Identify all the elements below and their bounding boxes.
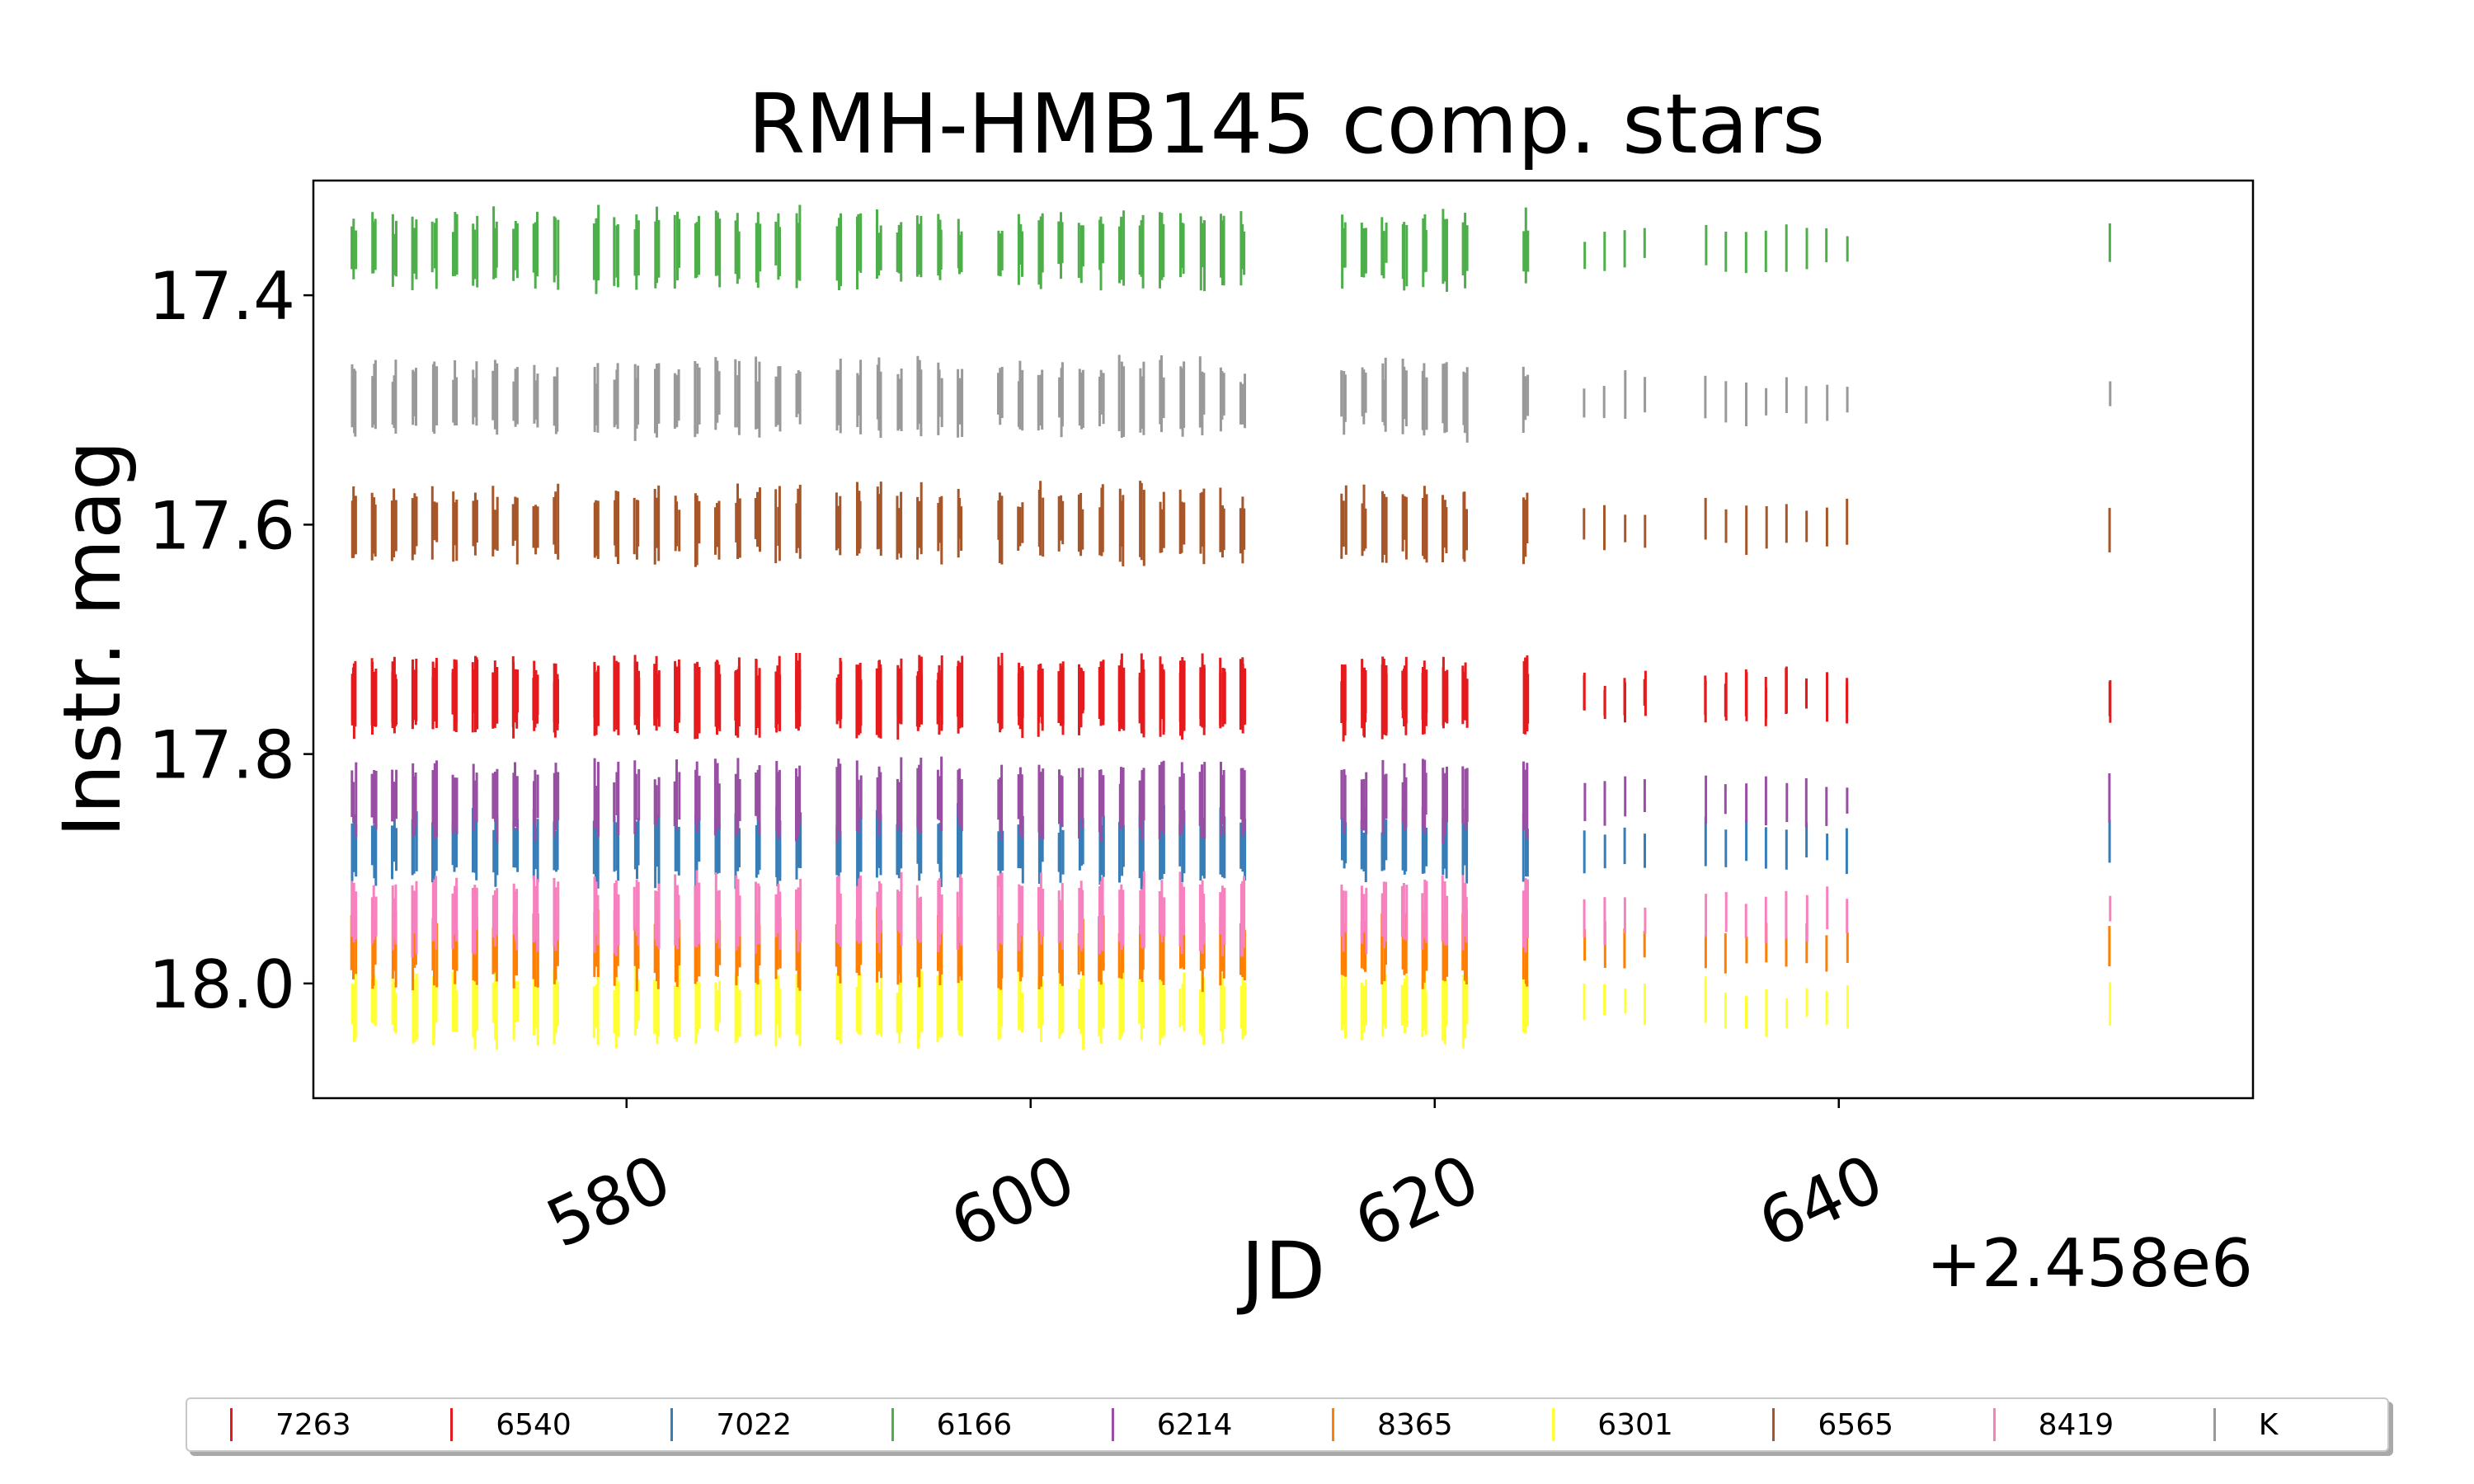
legend-item-K: K xyxy=(2213,1399,2279,1450)
legend-label: 6166 xyxy=(936,1407,1013,1442)
legend-swatch xyxy=(450,1408,454,1441)
legend-item-6214: 6214 xyxy=(1111,1399,1233,1450)
x-tick-label: 640 xyxy=(1747,1140,1894,1263)
legend-label: 6565 xyxy=(1818,1407,1894,1442)
x-tick-label: 580 xyxy=(535,1140,682,1263)
legend-label: K xyxy=(2258,1407,2279,1442)
legend-swatch xyxy=(891,1408,894,1441)
legend-label: 8365 xyxy=(1377,1407,1453,1442)
series-K xyxy=(350,355,2112,443)
y-axis-label: Instr. mag xyxy=(46,440,139,838)
series-6540 xyxy=(350,653,2112,742)
legend-label: 6214 xyxy=(1156,1407,1233,1442)
legend-swatch xyxy=(1111,1408,1114,1441)
legend-item-6166: 6166 xyxy=(891,1399,1013,1450)
series-6565 xyxy=(350,481,2111,567)
series-8419 xyxy=(350,870,2112,958)
legend-item-6565: 6565 xyxy=(1772,1399,1893,1450)
y-tick-label: 17.6 xyxy=(148,487,295,564)
series-6166 xyxy=(350,204,2111,294)
legend-label: 7022 xyxy=(716,1407,793,1442)
plot-frame xyxy=(312,179,2255,1100)
x-tick-label: 620 xyxy=(1343,1140,1490,1263)
legend-item-8365: 8365 xyxy=(1332,1399,1453,1450)
legend-item-7022: 7022 xyxy=(670,1399,792,1450)
x-axis-label: JD xyxy=(1237,1225,1325,1317)
y-tick-label: 18.0 xyxy=(148,946,295,1023)
plot-marks xyxy=(350,204,2112,1050)
series-6214 xyxy=(350,756,2111,843)
legend-swatch xyxy=(2213,1408,2216,1441)
legend-item-6540: 6540 xyxy=(450,1399,571,1450)
chart-title: RMH-HMB145 comp. stars xyxy=(748,76,1825,172)
legend-item-7263: 7263 xyxy=(230,1399,351,1450)
legend-label: 7263 xyxy=(275,1407,351,1442)
legend-swatch xyxy=(1992,1408,1996,1441)
legend-item-8419: 8419 xyxy=(1992,1399,2114,1450)
series-7022 xyxy=(350,802,2111,890)
legend-label: 6540 xyxy=(496,1407,571,1442)
y-tick-label: 17.8 xyxy=(148,717,295,794)
x-tick-label: 600 xyxy=(939,1140,1086,1263)
legend-swatch xyxy=(1332,1408,1334,1441)
legend-swatch xyxy=(230,1408,233,1441)
legend-item-6301: 6301 xyxy=(1552,1399,1673,1450)
legend: 7263 6540 7022 6166 6214 8365 6301 6565 8419 K xyxy=(186,1397,2389,1452)
legend-swatch xyxy=(1772,1408,1776,1441)
legend-label: 6301 xyxy=(1597,1407,1673,1442)
legend-swatch xyxy=(670,1408,674,1441)
x-offset-label: +2.458e6 xyxy=(1926,1225,2253,1302)
x-ticks: 580 600 620 640 xyxy=(535,1098,1894,1262)
legend-label: 8419 xyxy=(2038,1407,2114,1442)
y-tick-label: 17.4 xyxy=(148,258,295,335)
y-ticks: 17.4 17.6 17.8 18.0 xyxy=(148,258,313,1023)
legend-swatch xyxy=(1552,1408,1555,1441)
